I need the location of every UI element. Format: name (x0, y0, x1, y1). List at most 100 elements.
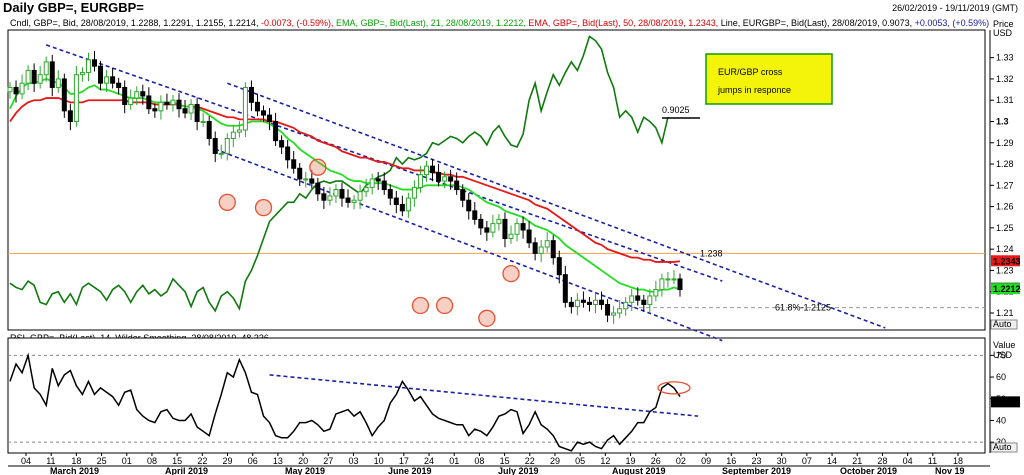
candle-body (526, 229, 532, 244)
candle-body (128, 97, 134, 105)
candle-body (98, 65, 104, 84)
candle-body (647, 295, 653, 305)
candle-body (617, 308, 623, 314)
x-day-label: 29 (223, 456, 233, 466)
ema21-price-tag: 1.2212 (993, 284, 1021, 294)
legend-line-change: +0.0053, (+0.59%) (914, 18, 990, 28)
x-day-label: 09 (701, 456, 711, 466)
candle-body (182, 108, 188, 114)
x-day-label: 21 (852, 456, 862, 466)
candle-body (206, 120, 212, 140)
x-day-label: 16 (726, 456, 736, 466)
candle-body (496, 218, 502, 225)
x-day-label: 13 (273, 456, 283, 466)
candle-body (454, 180, 460, 191)
channel-line (214, 148, 723, 342)
candle-body (43, 61, 49, 76)
candle-body (218, 152, 224, 155)
candle-body (248, 86, 254, 103)
candle-body (466, 199, 472, 212)
candle-body (460, 189, 466, 201)
x-day-label: 04 (21, 456, 31, 466)
candle-body (369, 178, 375, 188)
candle-body (538, 246, 544, 254)
touch-point-circle (218, 193, 236, 211)
x-day-label: 24 (424, 456, 434, 466)
touch-point-circle (435, 296, 454, 315)
candle-body (671, 278, 677, 281)
candle-body (170, 99, 176, 105)
candle-body (55, 78, 61, 88)
date-range: 26/02/2019 - 19/11/2019 (GMT) (892, 3, 1018, 13)
candle-body (544, 240, 550, 248)
rsi-axis-label: Value (993, 340, 1015, 350)
x-day-label: 19 (626, 456, 636, 466)
candle-body (611, 312, 617, 316)
candle-body (562, 274, 568, 303)
candle-body (61, 78, 67, 112)
ema50-price-tag: 1.2343 (993, 256, 1021, 266)
candle-body (152, 108, 158, 112)
candle-body (333, 189, 339, 197)
candle-body (472, 210, 478, 220)
candle-body (327, 195, 333, 201)
x-day-label: 23 (751, 456, 761, 466)
x-month-label: September 2019 (722, 466, 791, 475)
candle-body (49, 61, 55, 88)
chart-title: Daily GBP=, EURGBP= (3, 0, 144, 15)
candle-body (37, 74, 43, 84)
candle-body (134, 91, 140, 99)
candle-body (345, 197, 351, 203)
candle-body (7, 86, 13, 93)
legend-line: Line, EURGBP=, Bid(Last), 28/08/2019, 0.… (718, 18, 915, 28)
x-day-label: 28 (877, 456, 887, 466)
candle-body (393, 197, 399, 205)
candle-body (291, 159, 297, 169)
price-tick-label: 1.26 (996, 202, 1014, 212)
candle-body (665, 278, 671, 281)
price-tick-label: 1.24 (996, 244, 1014, 254)
candle-body (635, 295, 641, 301)
candle-body (520, 223, 526, 231)
candle-body (176, 99, 182, 110)
legend-candles-change: -0.0073, (-0.59%), (260, 18, 334, 28)
x-day-label: 10 (374, 456, 384, 466)
x-day-label: 03 (348, 456, 358, 466)
candle-body (592, 299, 598, 305)
candle-body (230, 131, 236, 140)
candle-body (430, 165, 436, 174)
x-day-label: 12 (600, 456, 610, 466)
candle-body (146, 95, 152, 110)
x-day-label: 29 (550, 456, 560, 466)
candle-body (67, 110, 73, 122)
price-panel-frame (7, 29, 986, 331)
candle-body (267, 114, 273, 122)
x-day-label: 25 (97, 456, 107, 466)
rsi-line (9, 352, 681, 452)
x-day-label: 01 (449, 456, 459, 466)
candle-body (405, 197, 411, 212)
candle-body (677, 278, 683, 291)
price-tick-label: 1.27 (996, 180, 1014, 190)
candle-body (236, 129, 242, 133)
x-day-label: 26 (651, 456, 661, 466)
candle-body (411, 186, 417, 199)
price-tick-label: 1.28 (996, 159, 1014, 169)
rsi-tick-label: 60 (996, 372, 1006, 382)
ema21-line (9, 77, 681, 293)
x-day-label: 11 (46, 456, 55, 466)
candle-body (599, 299, 605, 305)
candle-body (605, 303, 611, 316)
ema50-line (9, 97, 681, 263)
candle-body (399, 203, 405, 212)
candle-body (484, 227, 490, 233)
x-day-label: 06 (248, 456, 258, 466)
candle-body (212, 138, 218, 154)
rsi-peak-highlight (657, 381, 691, 395)
eurgbp-level-label: 0.9025 (662, 105, 690, 115)
candle-body (279, 140, 285, 148)
x-day-label: 01 (122, 456, 132, 466)
x-day-label: 14 (827, 456, 837, 466)
candle-body (309, 178, 315, 184)
